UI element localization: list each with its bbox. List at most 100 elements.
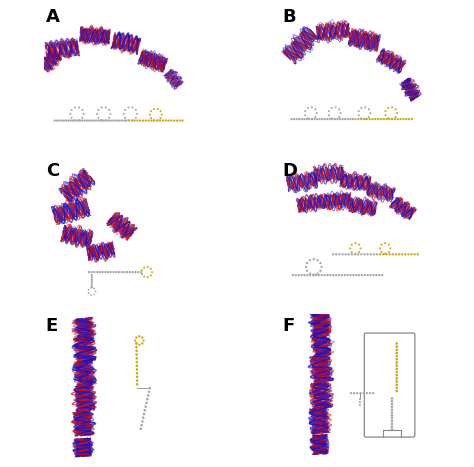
Circle shape xyxy=(395,358,398,361)
Circle shape xyxy=(351,253,353,255)
Circle shape xyxy=(359,401,361,403)
Circle shape xyxy=(86,120,88,122)
Circle shape xyxy=(358,274,360,276)
Circle shape xyxy=(70,120,72,122)
Circle shape xyxy=(143,276,145,278)
Circle shape xyxy=(91,283,93,286)
Circle shape xyxy=(319,262,322,264)
Circle shape xyxy=(150,120,153,122)
Circle shape xyxy=(373,253,375,255)
Circle shape xyxy=(145,405,147,408)
Circle shape xyxy=(357,253,359,255)
Circle shape xyxy=(320,274,323,276)
Circle shape xyxy=(309,274,311,276)
Circle shape xyxy=(359,392,362,394)
Circle shape xyxy=(290,118,293,120)
Circle shape xyxy=(379,248,381,249)
Circle shape xyxy=(363,253,365,255)
Circle shape xyxy=(360,253,363,255)
Circle shape xyxy=(138,343,141,346)
Circle shape xyxy=(311,106,313,108)
Circle shape xyxy=(349,248,351,249)
Circle shape xyxy=(307,107,309,109)
Circle shape xyxy=(156,120,158,122)
Circle shape xyxy=(156,119,159,121)
Circle shape xyxy=(139,120,141,122)
Circle shape xyxy=(179,120,181,122)
Circle shape xyxy=(308,118,310,120)
Circle shape xyxy=(346,118,349,120)
Circle shape xyxy=(391,414,393,417)
Circle shape xyxy=(135,342,138,345)
Circle shape xyxy=(149,113,151,116)
Circle shape xyxy=(111,120,113,122)
Circle shape xyxy=(135,117,137,119)
Circle shape xyxy=(135,342,137,345)
Circle shape xyxy=(134,120,136,122)
Circle shape xyxy=(356,392,358,394)
Circle shape xyxy=(395,348,398,351)
Circle shape xyxy=(150,275,152,276)
Circle shape xyxy=(349,118,352,120)
Circle shape xyxy=(91,120,93,122)
Circle shape xyxy=(109,113,111,115)
Circle shape xyxy=(120,120,123,122)
Circle shape xyxy=(176,120,178,122)
Circle shape xyxy=(136,368,138,371)
Circle shape xyxy=(391,400,393,403)
Circle shape xyxy=(331,118,334,120)
Circle shape xyxy=(136,120,138,122)
Circle shape xyxy=(387,107,389,109)
Circle shape xyxy=(60,120,63,122)
Circle shape xyxy=(341,253,344,255)
Circle shape xyxy=(391,397,393,400)
Circle shape xyxy=(301,274,303,276)
Circle shape xyxy=(365,118,366,120)
Circle shape xyxy=(381,244,383,246)
Circle shape xyxy=(160,110,162,112)
Circle shape xyxy=(135,346,138,348)
Circle shape xyxy=(347,253,350,255)
Circle shape xyxy=(146,266,149,268)
Circle shape xyxy=(112,271,115,273)
Circle shape xyxy=(402,118,405,120)
Circle shape xyxy=(136,375,138,378)
Circle shape xyxy=(97,120,100,122)
Circle shape xyxy=(410,253,413,255)
Circle shape xyxy=(150,110,152,112)
Circle shape xyxy=(107,271,109,273)
Circle shape xyxy=(363,118,365,120)
Circle shape xyxy=(383,118,385,120)
Circle shape xyxy=(395,387,398,389)
Circle shape xyxy=(341,274,343,276)
Circle shape xyxy=(391,417,393,420)
Circle shape xyxy=(375,274,378,276)
Circle shape xyxy=(100,119,103,121)
Circle shape xyxy=(382,253,384,255)
Circle shape xyxy=(351,251,353,253)
Circle shape xyxy=(88,271,90,273)
Text: F: F xyxy=(283,317,295,335)
Circle shape xyxy=(329,274,332,276)
Circle shape xyxy=(128,120,130,122)
Circle shape xyxy=(304,114,306,116)
Circle shape xyxy=(301,118,303,120)
Circle shape xyxy=(140,271,142,273)
Circle shape xyxy=(410,118,413,120)
Circle shape xyxy=(335,118,337,120)
Circle shape xyxy=(79,120,81,122)
Circle shape xyxy=(91,286,93,288)
Circle shape xyxy=(369,392,371,394)
Circle shape xyxy=(345,253,347,255)
Circle shape xyxy=(338,108,340,110)
Circle shape xyxy=(147,390,150,393)
Circle shape xyxy=(366,253,369,255)
Circle shape xyxy=(143,267,145,269)
Circle shape xyxy=(136,372,138,375)
Circle shape xyxy=(395,389,398,392)
Circle shape xyxy=(326,274,328,276)
Circle shape xyxy=(141,336,144,339)
Circle shape xyxy=(306,269,308,272)
Circle shape xyxy=(292,274,294,276)
Circle shape xyxy=(388,253,391,255)
